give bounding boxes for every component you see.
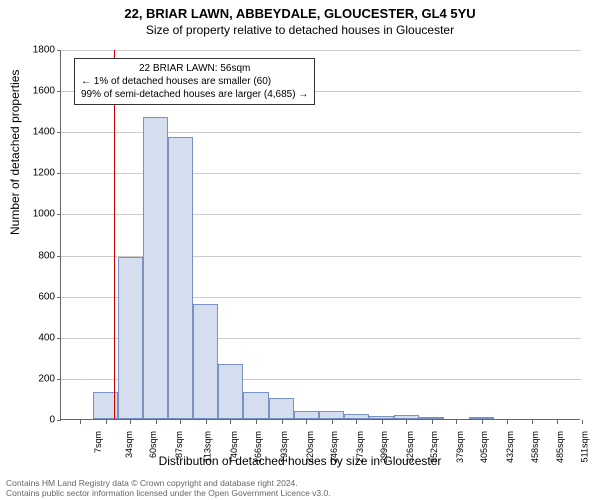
x-tick: [406, 420, 407, 424]
y-tick: [57, 50, 61, 51]
histogram-bar: [419, 417, 444, 419]
reference-line: [114, 50, 115, 419]
footer-line-1: Contains HM Land Registry data © Crown c…: [6, 478, 331, 488]
y-tick: [57, 173, 61, 174]
histogram-bar: [243, 392, 268, 419]
x-tick: [282, 420, 283, 424]
histogram-bar: [319, 411, 344, 419]
x-tick: [156, 420, 157, 424]
histogram-bar: [143, 117, 168, 419]
y-tick-label: 600: [25, 291, 55, 302]
histogram-bar: [218, 364, 243, 420]
y-tick-label: 800: [25, 250, 55, 261]
gridline: [61, 50, 581, 51]
y-tick-label: 1000: [25, 209, 55, 220]
x-tick: [582, 420, 583, 424]
x-tick: [180, 420, 181, 424]
histogram-bar: [469, 417, 494, 419]
histogram-bar: [193, 304, 218, 419]
gridline: [61, 173, 581, 174]
y-tick: [57, 379, 61, 380]
x-tick: [106, 420, 107, 424]
x-tick: [80, 420, 81, 424]
x-tick-label: 7sqm: [93, 431, 103, 453]
x-tick: [356, 420, 357, 424]
chart-title-sub: Size of property relative to detached ho…: [0, 21, 600, 37]
chart-plot-area: 0200400600800100012001400160018007sqm34s…: [60, 50, 580, 420]
histogram-bar: [269, 398, 294, 419]
footer-attribution: Contains HM Land Registry data © Crown c…: [6, 478, 331, 498]
y-tick-label: 1800: [25, 45, 55, 56]
histogram-bar: [294, 411, 319, 419]
gridline: [61, 214, 581, 215]
x-tick: [306, 420, 307, 424]
histogram-bar: [394, 415, 419, 419]
chart-title-main: 22, BRIAR LAWN, ABBEYDALE, GLOUCESTER, G…: [0, 0, 600, 21]
y-tick: [57, 214, 61, 215]
y-tick-label: 1600: [25, 86, 55, 97]
y-tick: [57, 420, 61, 421]
x-tick: [432, 420, 433, 424]
y-tick-label: 1400: [25, 127, 55, 138]
histogram-bar: [168, 137, 193, 419]
footer-line-2: Contains public sector information licen…: [6, 488, 331, 498]
y-axis-label: Number of detached properties: [8, 70, 22, 235]
x-tick: [557, 420, 558, 424]
x-axis-label: Distribution of detached houses by size …: [0, 454, 600, 468]
y-tick: [57, 338, 61, 339]
annotation-line-3: 99% of semi-detached houses are larger (…: [81, 88, 308, 101]
y-tick-label: 200: [25, 373, 55, 384]
x-tick: [382, 420, 383, 424]
x-tick: [230, 420, 231, 424]
x-tick: [332, 420, 333, 424]
x-tick: [507, 420, 508, 424]
y-tick: [57, 91, 61, 92]
histogram-bar: [118, 257, 143, 419]
annotation-line-1: 22 BRIAR LAWN: 56sqm: [81, 62, 308, 75]
x-tick: [532, 420, 533, 424]
histogram-bar: [369, 416, 394, 419]
y-tick-label: 400: [25, 332, 55, 343]
y-tick-label: 1200: [25, 168, 55, 179]
histogram-bar: [344, 414, 369, 419]
plot-region: 0200400600800100012001400160018007sqm34s…: [60, 50, 580, 420]
gridline: [61, 132, 581, 133]
x-tick: [130, 420, 131, 424]
annotation-line-2: ← 1% of detached houses are smaller (60): [81, 75, 308, 88]
x-tick: [482, 420, 483, 424]
annotation-box: 22 BRIAR LAWN: 56sqm ← 1% of detached ho…: [74, 58, 315, 105]
y-tick: [57, 297, 61, 298]
y-tick: [57, 132, 61, 133]
y-tick: [57, 256, 61, 257]
y-tick-label: 0: [25, 415, 55, 426]
x-tick: [206, 420, 207, 424]
x-tick: [456, 420, 457, 424]
x-tick: [256, 420, 257, 424]
